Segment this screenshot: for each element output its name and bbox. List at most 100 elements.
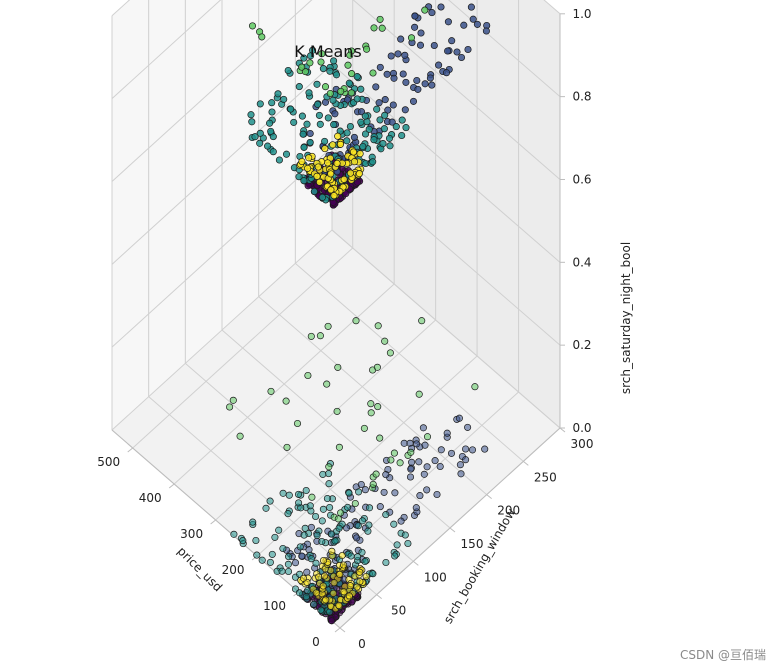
cluster-2-point — [335, 524, 343, 532]
cluster-1-point — [415, 458, 423, 466]
cluster-1-point — [420, 470, 428, 478]
cluster-1-point — [455, 414, 463, 422]
cluster-4-point — [356, 577, 364, 586]
cluster-1-point — [431, 457, 439, 465]
grid-wall-z-left — [111, 63, 333, 265]
cluster-2-point — [370, 136, 378, 144]
cluster-3-point — [293, 419, 302, 428]
cluster-3-point — [337, 509, 345, 517]
cluster-2-point — [307, 555, 315, 563]
y-tick-label: 250 — [534, 470, 557, 484]
cluster-2-point — [256, 100, 264, 108]
cluster-1-point — [457, 53, 466, 62]
cluster-4-point — [340, 588, 348, 596]
cluster-2-point — [329, 96, 337, 104]
cluster-1-point — [421, 441, 429, 449]
cluster-2-point — [264, 142, 272, 150]
cluster-2-point — [269, 148, 277, 156]
cluster-1-point — [307, 523, 315, 531]
cluster-4-point — [321, 572, 329, 580]
cluster-1-point — [428, 81, 436, 89]
cluster-2-point — [300, 177, 308, 185]
cluster-2-point — [275, 526, 283, 534]
cluster-2-point — [319, 65, 327, 73]
cluster-4-point — [340, 175, 348, 183]
cluster-3-point — [372, 470, 380, 478]
cluster-1-point — [357, 108, 366, 116]
grid-wall-z-right — [331, 229, 561, 429]
cluster-2-point — [380, 125, 388, 133]
cluster-2-point — [402, 124, 410, 132]
cluster-2-point — [369, 158, 377, 166]
cluster-1-point — [417, 29, 425, 37]
cluster-2-point — [268, 550, 276, 558]
cluster-2-point — [300, 143, 308, 151]
cluster-2-point — [325, 480, 333, 488]
cluster-2-point — [253, 551, 261, 559]
cluster-3-point — [347, 89, 355, 97]
cluster-2-point — [357, 118, 365, 126]
cluster-3-point — [351, 499, 359, 508]
cluster-1-point — [453, 48, 461, 56]
cluster-2-point — [357, 85, 365, 93]
y-tick-label: 150 — [461, 537, 484, 551]
cluster-1-point — [350, 133, 358, 141]
cluster-2-point — [365, 521, 373, 529]
cluster-2-point — [359, 142, 367, 151]
cluster-3-point — [229, 396, 237, 404]
cluster-2-point — [284, 567, 293, 576]
cluster-2-point — [392, 123, 400, 131]
cluster-1-point — [482, 27, 490, 35]
cluster-1-point — [376, 63, 384, 71]
grid-wall-z-right — [331, 146, 561, 346]
cluster-1-point — [372, 83, 380, 91]
cluster-4-point — [322, 596, 330, 604]
cluster-1-point — [423, 463, 431, 471]
cluster-1-point — [468, 446, 477, 454]
cluster-3-point — [226, 403, 234, 411]
cluster-1-point — [357, 480, 365, 489]
cluster-1-point — [411, 23, 419, 31]
cluster-4-point — [338, 551, 346, 560]
cluster-2-point — [323, 494, 331, 503]
cluster-1-point — [401, 106, 409, 114]
cluster-3-point — [307, 332, 315, 340]
cluster-2-point — [306, 138, 314, 146]
cluster-2-point — [314, 100, 322, 108]
cluster-1-point — [444, 18, 452, 26]
cluster-2-point — [312, 559, 320, 567]
cluster-1-point — [298, 552, 306, 560]
cluster-2-point — [343, 137, 351, 145]
cluster-1-point — [456, 461, 464, 469]
cluster-3-point — [352, 317, 360, 325]
cluster-2-point — [361, 557, 369, 566]
cluster-1-point — [433, 490, 441, 499]
cluster-1-point — [435, 61, 443, 69]
cluster-2-point — [239, 537, 247, 545]
cluster-2-point — [274, 90, 282, 98]
cluster-1-point — [481, 445, 489, 453]
cluster-3-point — [326, 89, 334, 98]
cluster-2-point — [345, 79, 353, 87]
cluster-2-point — [321, 137, 329, 145]
cluster-4-point — [319, 556, 328, 565]
cluster-2-point — [279, 489, 287, 497]
cluster-2-point — [376, 116, 384, 124]
cluster-4-point — [356, 568, 364, 576]
cluster-2-point — [313, 531, 321, 539]
cluster-4-point — [321, 145, 329, 153]
cluster-1-point — [407, 465, 415, 473]
cluster-3-point — [367, 409, 375, 417]
cluster-4-point — [327, 186, 335, 194]
cluster-1-point — [423, 486, 431, 494]
cluster-4-point — [298, 157, 306, 166]
cluster-1-point — [460, 21, 468, 29]
cluster-4-point — [362, 572, 370, 581]
cluster-4-point — [346, 582, 354, 590]
cluster-2-point — [284, 510, 292, 518]
axis-edges — [111, 13, 566, 633]
cluster-2-point — [385, 134, 394, 142]
grid-wall-z-right — [331, 63, 561, 263]
y-tick-mark — [523, 460, 529, 466]
z-axis-label: srch_saturday_night_bool — [619, 242, 633, 394]
